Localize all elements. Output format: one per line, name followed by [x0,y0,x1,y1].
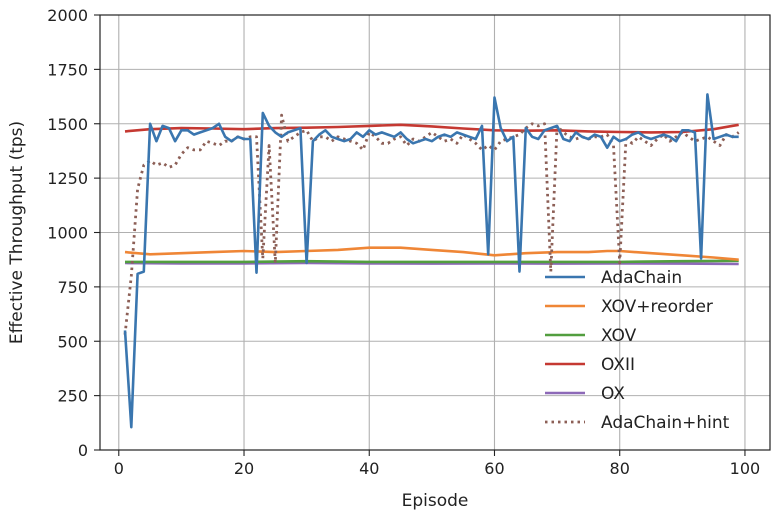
y-tick-label: 1500 [47,115,88,134]
legend-label: XOV [601,326,637,346]
y-axis-label: Effective Throughput (tps) [7,121,27,344]
legend-label: AdaChain [601,268,682,288]
y-tick-label: 750 [57,278,88,297]
x-tick-label: 80 [610,459,630,478]
y-tick-label: 1750 [47,60,88,79]
x-tick-label: 0 [114,459,124,478]
series-line-adachain [123,93,739,429]
y-tick-label: 0 [78,441,88,460]
ticks: 0 20 40 60 80 1000250500750100012501500175020… [47,6,760,478]
series-line-xov-reorder [124,246,739,261]
x-tick-label: 60 [484,459,504,478]
y-tick-label: 2000 [47,6,88,25]
x-axis-label: Episode [402,491,469,511]
series-line-adachain-hint [123,113,740,335]
legend-label: AdaChain+hint [601,413,730,433]
x-tick-label: 40 [359,459,379,478]
y-tick-label: 1250 [47,169,88,188]
series-line-ox [124,261,739,266]
series-line-xov [125,259,739,264]
grid [100,14,770,451]
legend-label: OXII [601,355,635,375]
y-tick-label: 500 [57,332,88,351]
legend: AdaChain XOV+reorder XOV OXII OX AdaChain+hin… [545,268,730,433]
legend-label: OX [601,384,625,404]
y-tick-label: 1000 [47,224,88,243]
x-tick-label: 20 [234,459,254,478]
series-layer [123,93,740,429]
x-tick-label: 100 [730,459,761,478]
legend-label: XOV+reorder [601,297,713,317]
y-tick-label: 250 [57,387,88,406]
